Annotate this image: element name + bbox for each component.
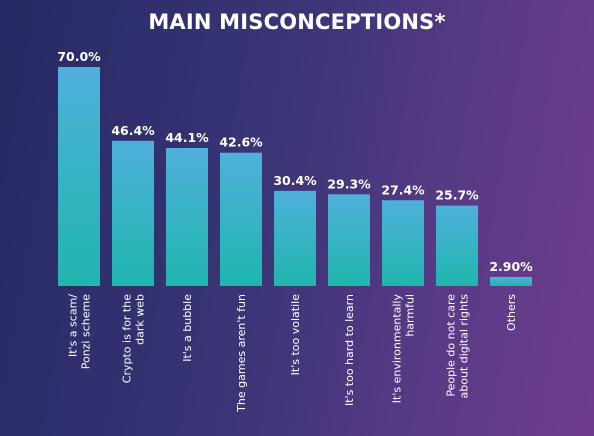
category-label: It's environmentally xyxy=(391,294,404,404)
category-label: about digital rights xyxy=(458,294,471,399)
bar xyxy=(382,200,424,286)
bar xyxy=(490,276,532,286)
data-label: 25.7% xyxy=(435,188,479,203)
category-label: It's a scam/ xyxy=(67,294,80,357)
bar xyxy=(220,152,262,286)
category-label: It's too hard to learn xyxy=(343,294,356,406)
category-label: Crypto is for the xyxy=(121,294,134,383)
category-label: It's a bubble xyxy=(181,294,194,362)
bar xyxy=(328,194,370,286)
data-label: 70.0% xyxy=(57,49,101,64)
category-label: Others xyxy=(505,294,518,331)
bar xyxy=(166,148,208,286)
category-label: dark web xyxy=(134,294,147,345)
data-label: 2.90% xyxy=(489,259,533,274)
category-label: The games aren't fun xyxy=(235,294,248,413)
category-label: Ponzi scheme xyxy=(80,294,93,370)
data-label: 44.1% xyxy=(165,130,209,145)
bar xyxy=(274,190,316,286)
chart-title: MAIN MISCONCEPTIONS* xyxy=(148,10,446,34)
data-label: 42.6% xyxy=(219,135,263,150)
category-label: It's too volatile xyxy=(289,294,302,376)
data-label: 46.4% xyxy=(111,123,155,138)
data-label: 30.4% xyxy=(273,173,317,188)
bar xyxy=(436,205,478,286)
category-label: People do not care xyxy=(445,294,458,397)
data-label: 29.3% xyxy=(327,176,371,191)
bar xyxy=(112,140,154,286)
bar xyxy=(58,67,100,286)
data-label: 27.4% xyxy=(381,182,425,197)
category-label: harmful xyxy=(404,294,417,337)
